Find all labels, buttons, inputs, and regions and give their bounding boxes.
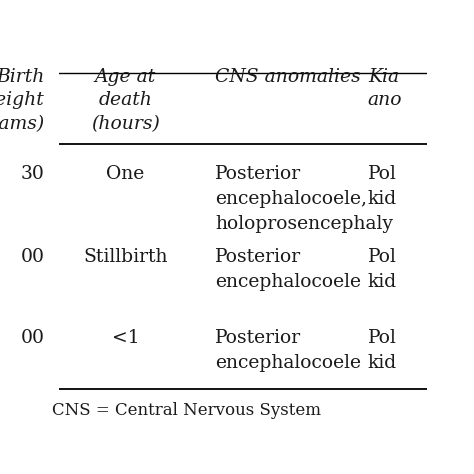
Text: 00: 00 (20, 329, 45, 347)
Text: CNS anomalies: CNS anomalies (215, 68, 361, 86)
Text: <1: <1 (111, 329, 139, 347)
Text: Pol
kid: Pol kid (368, 329, 397, 372)
Text: Posterior
encephalocoele: Posterior encephalocoele (215, 329, 361, 372)
Text: Age at
death
(hours): Age at death (hours) (91, 68, 160, 133)
Text: Kia
ano: Kia ano (368, 68, 402, 109)
Text: Posterior
encephalocoele: Posterior encephalocoele (215, 248, 361, 292)
Text: Stillbirth: Stillbirth (83, 248, 168, 266)
Text: 30: 30 (21, 164, 45, 182)
Text: Pol
kid: Pol kid (368, 164, 397, 208)
Text: CNS = Central Nervous System: CNS = Central Nervous System (52, 402, 321, 419)
Text: Posterior
encephalocoele,
holoprosencephaly: Posterior encephalocoele, holoprosenceph… (215, 164, 393, 233)
Text: One: One (106, 164, 145, 182)
Text: Birth
weight
(grams): Birth weight (grams) (0, 68, 45, 133)
Text: Pol
kid: Pol kid (368, 248, 397, 292)
Text: 00: 00 (20, 248, 45, 266)
